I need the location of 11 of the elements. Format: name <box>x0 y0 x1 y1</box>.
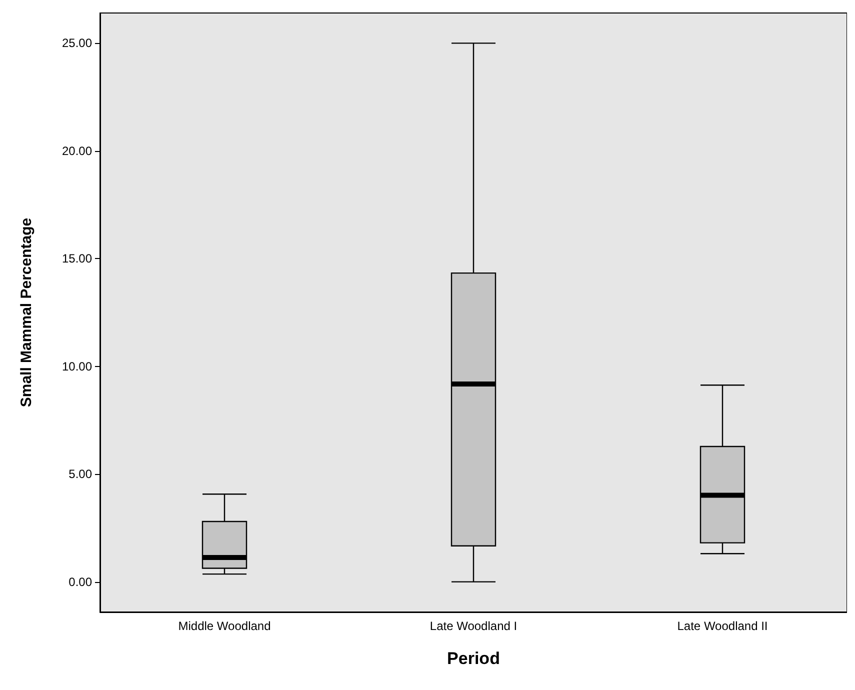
x-tick-label: Middle Woodland <box>178 619 271 633</box>
x-tick-label: Late Woodland I <box>430 619 518 633</box>
y-tick-label: 15.00 <box>62 252 92 266</box>
y-tick-label: 5.00 <box>68 467 92 482</box>
y-tick-label: 0.00 <box>68 574 92 589</box>
y-tick-label: 20.00 <box>62 144 92 158</box>
x-axis-title: Period <box>447 649 500 668</box>
y-tick-label: 10.00 <box>62 359 92 374</box>
y-tick-label: 25.00 <box>62 36 92 50</box>
y-axis-title: Small Mammal Percentage <box>18 218 35 408</box>
x-tick-label: Late Woodland II <box>677 619 768 633</box>
